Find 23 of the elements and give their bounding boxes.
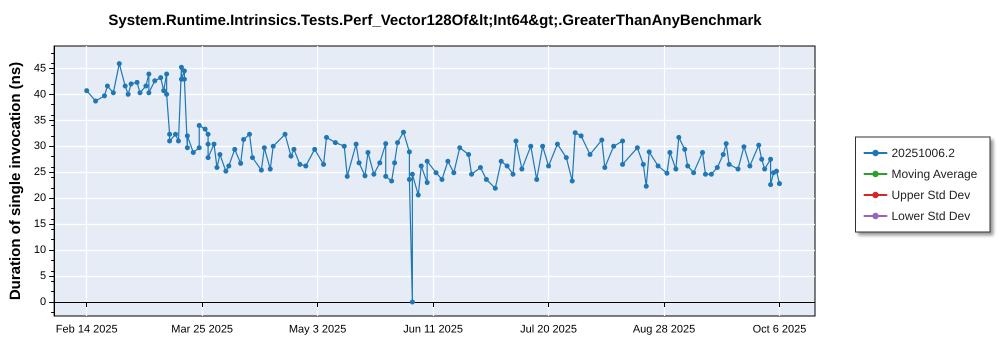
chart-title: System.Runtime.Intrinsics.Tests.Perf_Vector128Of&lt;Int64&gt;.GreaterThanAnyBenchmark [108, 12, 762, 29]
x-tick-label: Aug 28 2025 [632, 324, 696, 336]
legend-label: Lower Std Dev [892, 209, 970, 223]
x-tick-label: Mar 25 2025 [171, 324, 234, 336]
y-tick-label: 45 [34, 62, 46, 74]
x-tick-label: Oct 6 2025 [752, 324, 806, 336]
x-tick-label: Feb 14 2025 [56, 324, 118, 336]
y-tick-label: 30 [34, 140, 46, 152]
legend-label: Moving Average [892, 167, 978, 181]
y-tick-label: 5 [40, 270, 46, 282]
y-tick-label: 20 [34, 192, 46, 204]
y-axis-title: Duration of single invocation (ns) [7, 62, 24, 300]
x-tick-label: Jul 20 2025 [520, 324, 577, 336]
y-tick-label: 40 [34, 88, 46, 100]
legend-label: 20251006.2 [892, 146, 956, 160]
y-tick-label: 35 [34, 114, 46, 126]
y-tick-label: 25 [34, 166, 46, 178]
legend-label: Upper Std Dev [892, 188, 970, 202]
x-tick-label: Jun 11 2025 [403, 324, 463, 336]
y-tick-label: 10 [34, 244, 46, 256]
y-tick-label: 0 [40, 296, 46, 308]
x-tick-label: May 3 2025 [288, 324, 346, 336]
y-tick-label: 15 [34, 218, 46, 230]
